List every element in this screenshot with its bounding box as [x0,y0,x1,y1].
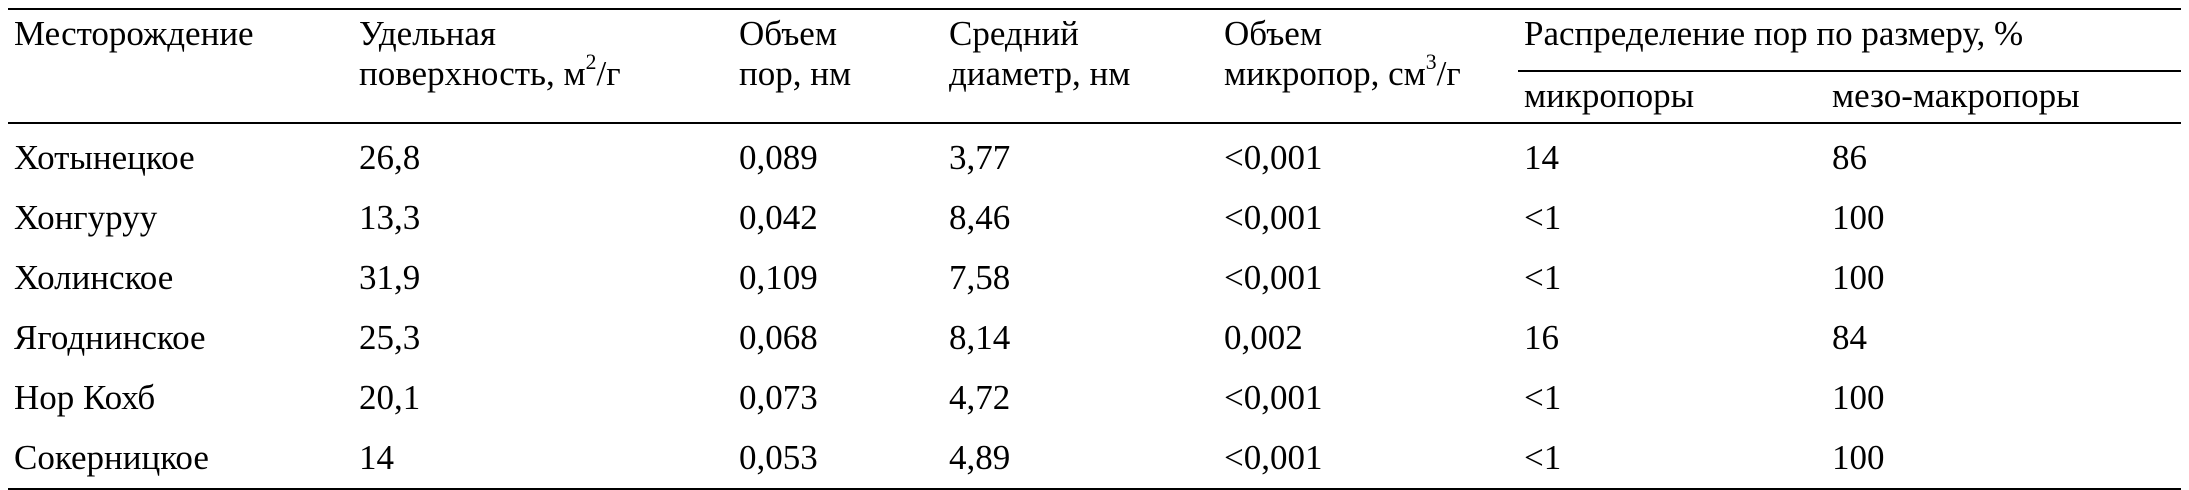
header-deposit: Месторождение [8,8,353,124]
cell-micropores: <1 [1524,377,1562,417]
header-specific-surface-line2: поверхность, м2/г [359,51,725,94]
cell-meso-macropores: 86 [1832,137,1867,177]
cell-meso-macropores: 84 [1832,317,1867,357]
header-micropore-volume-unit: микропор, см [1224,54,1426,94]
header-pore-size-distribution: Распределение пор по размеру, % [1518,8,2182,72]
cell-micropores: <1 [1524,257,1562,297]
cell-deposit: Ягоднинское [14,317,206,357]
cell-deposit: Холинское [14,257,174,297]
cell-specific-surface: 13,3 [359,197,421,237]
header-average-diameter: Средний диаметр, нм [943,8,1218,124]
cell-deposit: Сокерницкое [8,428,353,490]
table-body: Хотынецкое 26,8 0,089 3,77 <0,001 14 86 Хонгуру… [8,123,2182,490]
table-row: Сокерницкое 14 0,053 4,89 <0,001 <1 100 [8,428,2182,490]
cell-average-diameter: 4,72 [949,377,1011,417]
cell-deposit: Хотынецкое [14,137,195,177]
cell-deposit: Хонгуруу [14,197,158,237]
cell-average-diameter: 8,46 [949,197,1011,237]
table-row: Нор Кохб 20,1 0,073 4,72 <0,001 <1 100 [8,368,2181,428]
cell-pore-volume: 0,068 [739,317,818,357]
cell-micropore-volume: <0,001 [1224,377,1323,417]
header-pore-volume-line2: пор, нм [739,54,852,94]
header-micropore-volume: Объем микропор, см3/г [1218,8,1518,124]
pore-structure-table: Месторождение Удельная поверхность, м2/г… [8,8,2182,490]
cell-specific-surface: 31,9 [359,257,421,297]
header-micropore-volume-sup: 3 [1425,50,1437,75]
cell-micropore-volume: <0,001 [1224,197,1323,237]
cell-average-diameter: 7,58 [949,257,1011,297]
header-pore-volume-line1: Объем [739,14,837,53]
cell-micropores: 16 [1524,317,1559,357]
cell-pore-volume: 0,053 [733,428,943,490]
header-micropore-volume-suffix: /г [1436,54,1461,94]
cell-meso-macropores: 100 [1826,428,2182,490]
table-row: Хотынецкое 26,8 0,089 3,77 <0,001 14 86 [8,123,2181,188]
header-pore-volume: Объем пор, нм [733,8,943,124]
header-specific-surface-unit: поверхность, м [359,54,586,94]
header-row-1: Месторождение Удельная поверхность, м2/г… [8,8,2182,124]
header-average-diameter-line2: диаметр, нм [949,54,1131,94]
cell-micropores: <1 [1518,428,1826,490]
table-row: Холинское 31,9 0,109 7,58 <0,001 <1 100 [8,248,2181,308]
header-row-2: микропоры мезо-макропоры [8,71,2182,124]
header-micropore-volume-line2: микропор, см3/г [1224,51,1510,94]
cell-pore-volume: 0,042 [739,197,818,237]
cell-micropores: <1 [1524,197,1562,237]
table-row: Ягоднинское 25,3 0,068 8,14 0,002 16 84 [8,308,2181,368]
cell-meso-macropores: 100 [1832,197,1885,237]
header-micropores-text: микропоры [1524,76,1695,115]
header-specific-surface: Удельная поверхность, м2/г [353,8,733,124]
cell-specific-surface: 26,8 [359,137,421,177]
cell-micropore-volume: <0,001 [1218,428,1518,490]
table-row: Хонгуруу 13,3 0,042 8,46 <0,001 <1 100 [8,188,2181,248]
header-micropores: микропоры [1518,71,1826,124]
cell-pore-volume: 0,089 [739,137,818,177]
cell-micropore-volume: 0,002 [1224,317,1303,357]
cell-average-diameter: 8,14 [949,317,1011,357]
cell-average-diameter: 3,77 [949,137,1011,177]
header-micropore-volume-line1: Объем [1224,14,1322,53]
header-specific-surface-sup: 2 [585,50,597,75]
header-pore-size-distribution-text: Распределение пор по размеру, % [1524,14,2024,53]
cell-micropores: 14 [1524,137,1559,177]
cell-pore-volume: 0,073 [739,377,818,417]
cell-micropore-volume: <0,001 [1224,257,1323,297]
table-header: Месторождение Удельная поверхность, м2/г… [8,8,2182,124]
header-meso-macropores-text: мезо-макропоры [1832,76,2080,115]
cell-specific-surface: 20,1 [359,377,421,417]
header-meso-macropores: мезо-макропоры [1826,71,2182,124]
header-specific-surface-suffix: /г [596,54,621,94]
cell-micropore-volume: <0,001 [1224,137,1323,177]
header-average-diameter-line1: Средний [949,14,1079,53]
cell-deposit: Нор Кохб [14,377,156,417]
cell-specific-surface: 14 [353,428,733,490]
cell-pore-volume: 0,109 [739,257,818,297]
header-deposit-text: Месторождение [14,14,254,53]
header-specific-surface-line1: Удельная [359,14,497,53]
cell-meso-macropores: 100 [1832,257,1885,297]
cell-specific-surface: 25,3 [359,317,421,357]
cell-meso-macropores: 100 [1832,377,1885,417]
cell-average-diameter: 4,89 [943,428,1218,490]
